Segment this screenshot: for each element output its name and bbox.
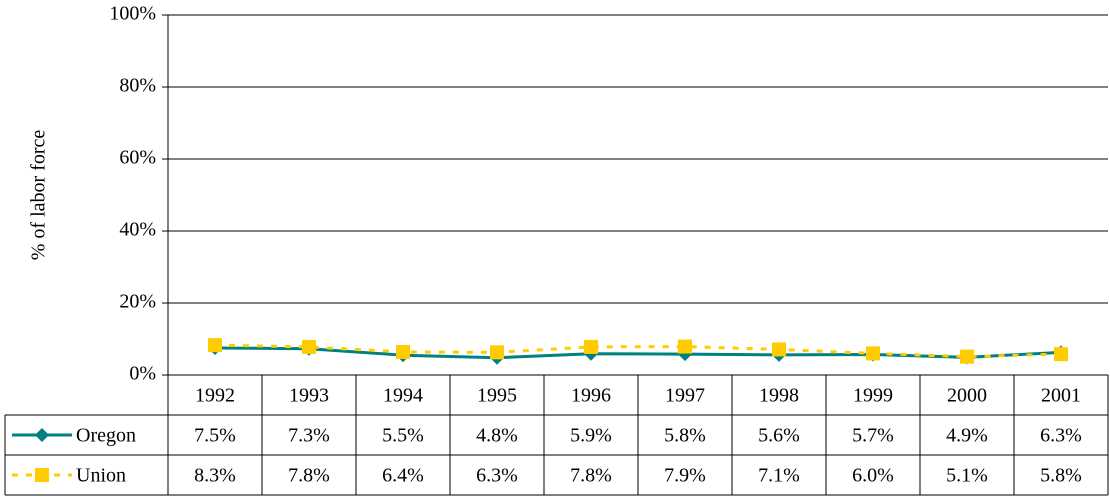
legend-label: Oregon [76,425,136,447]
x-tick-label: 1999 [853,385,893,407]
y-tick-label: 40% [119,219,156,241]
x-tick-label: 1995 [477,385,517,407]
x-tick-label: 1993 [289,385,329,407]
value-label: 6.4% [382,465,424,487]
y-axis-label: % of labor force [28,130,50,261]
value-label: 5.7% [852,425,894,447]
x-tick-label: 2000 [947,385,987,407]
legend-marker [35,468,49,482]
point [1054,347,1068,362]
point [584,339,598,354]
point [208,338,222,353]
x-tick-label: 1997 [665,385,705,407]
point [678,339,692,354]
value-label: 7.8% [570,465,612,487]
y-tick-label: 80% [119,75,156,97]
point [960,349,974,364]
value-label: 5.1% [946,465,988,487]
x-tick-label: 1998 [759,385,799,407]
value-label: 7.8% [288,465,330,487]
x-tick-label: 2001 [1041,385,1081,407]
value-label: 5.8% [664,425,706,447]
value-label: 6.3% [1040,425,1082,447]
legend-marker [35,428,49,442]
value-label: 5.8% [1040,465,1082,487]
point [866,346,880,361]
point [490,345,504,360]
point [396,344,410,359]
series-line [214,343,1062,359]
y-tick-label: 20% [119,291,156,313]
point [302,339,316,354]
value-label: 7.3% [288,425,330,447]
value-label: 5.5% [382,425,424,447]
value-label: 5.9% [570,425,612,447]
value-label: 7.1% [758,465,800,487]
point [772,342,786,357]
value-label: 5.6% [758,425,800,447]
x-tick-label: 1992 [195,385,235,407]
value-label: 6.0% [852,465,894,487]
y-tick-label: 100% [109,3,156,25]
x-tick-label: 1996 [571,385,611,407]
value-label: 4.9% [946,425,988,447]
x-tick-label: 1994 [383,385,423,407]
value-label: 6.3% [476,465,518,487]
value-label: 4.8% [476,425,518,447]
value-label: 7.5% [194,425,236,447]
value-label: 8.3% [194,465,236,487]
y-tick-label: 0% [129,363,156,385]
legend-label: Union [76,465,126,487]
value-label: 7.9% [664,465,706,487]
y-tick-label: 60% [119,147,156,169]
